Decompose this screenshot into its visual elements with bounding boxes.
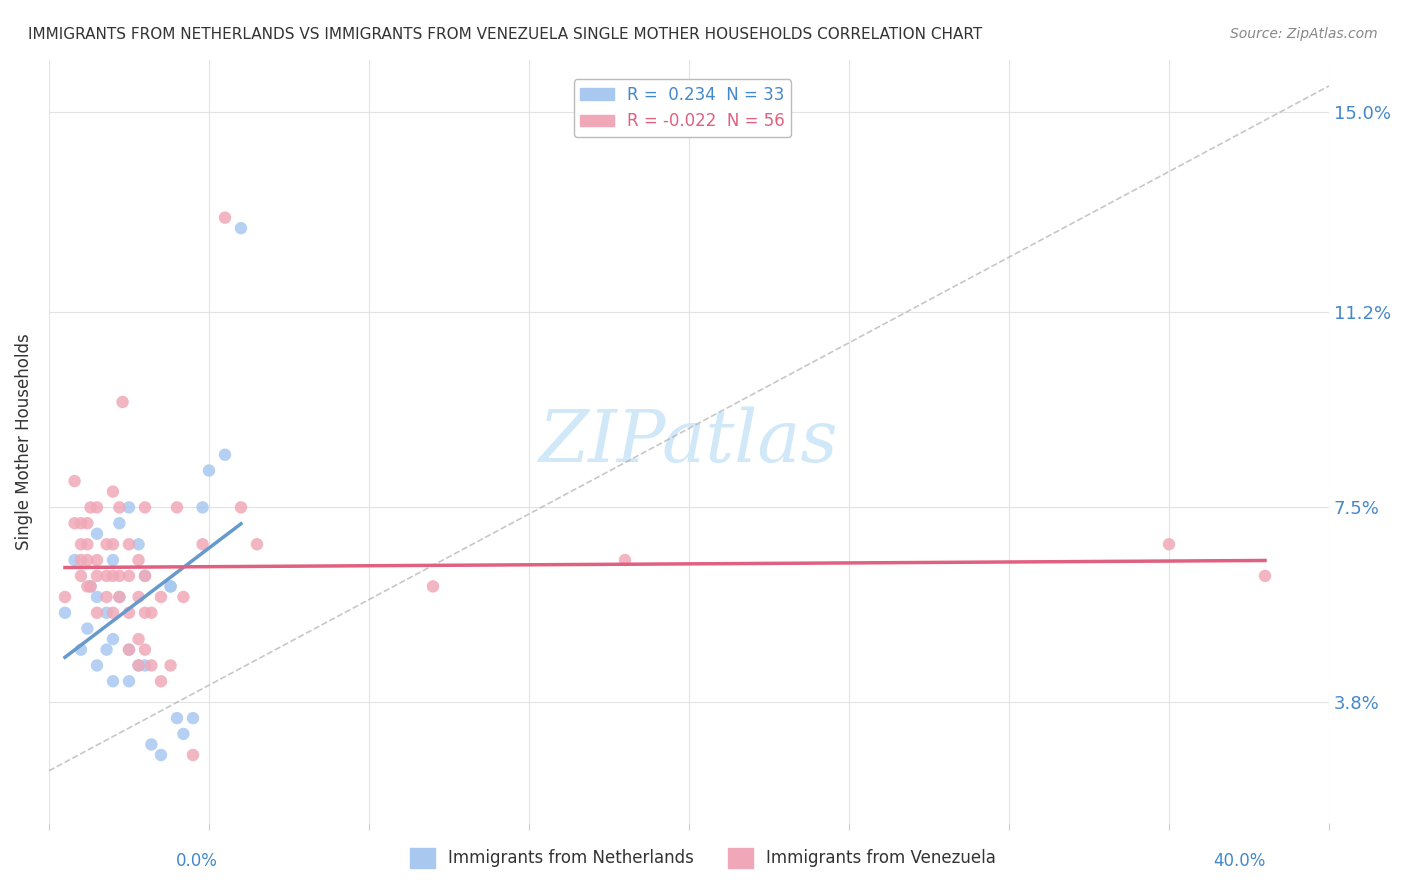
Point [149,674,172,689]
Point [166,711,188,725]
Point [86,569,108,583]
Point [134,658,156,673]
Point [96,569,118,583]
Point [108,569,131,583]
Point [191,537,214,551]
Point [128,537,150,551]
Point [86,590,108,604]
Point [70,516,93,531]
Point [101,674,124,689]
Point [172,590,194,604]
Point [108,516,131,531]
Point [76,622,98,636]
Point [1157,537,1180,551]
Point [118,606,141,620]
Point [159,579,181,593]
Point [53,606,76,620]
Point [134,642,156,657]
Point [96,606,118,620]
Point [76,553,98,567]
Point [118,537,141,551]
Point [101,569,124,583]
Text: ZIPatlas: ZIPatlas [538,406,839,477]
Y-axis label: Single Mother Households: Single Mother Households [15,334,32,549]
Point [76,579,98,593]
Point [128,658,150,673]
Point [101,537,124,551]
Point [101,484,124,499]
Point [149,747,172,762]
Point [63,553,86,567]
Point [181,747,204,762]
Point [181,711,204,725]
Point [159,658,181,673]
Point [70,553,93,567]
Point [1254,569,1277,583]
Point [101,606,124,620]
Point [118,642,141,657]
Point [108,500,131,515]
Point [70,642,93,657]
Text: Source: ZipAtlas.com: Source: ZipAtlas.com [1230,27,1378,41]
Point [149,590,172,604]
Point [70,537,93,551]
Point [63,516,86,531]
Text: 40.0%: 40.0% [1213,852,1265,870]
Point [79,500,101,515]
Point [141,658,163,673]
Point [79,579,101,593]
Point [134,500,156,515]
Point [86,606,108,620]
Legend: Immigrants from Netherlands, Immigrants from Venezuela: Immigrants from Netherlands, Immigrants … [404,841,1002,875]
Point [172,727,194,741]
Point [128,590,150,604]
Point [246,537,269,551]
Point [118,674,141,689]
Point [134,569,156,583]
Point [159,579,181,593]
Point [141,738,163,752]
Point [614,553,637,567]
Point [214,448,236,462]
Point [86,500,108,515]
Point [101,632,124,646]
Point [53,590,76,604]
Point [96,590,118,604]
Legend: R =  0.234  N = 33, R = -0.022  N = 56: R = 0.234 N = 33, R = -0.022 N = 56 [574,79,792,137]
Point [214,211,236,225]
Point [198,463,221,477]
Text: IMMIGRANTS FROM NETHERLANDS VS IMMIGRANTS FROM VENEZUELA SINGLE MOTHER HOUSEHOLD: IMMIGRANTS FROM NETHERLANDS VS IMMIGRANT… [28,27,983,42]
Point [191,500,214,515]
Point [128,553,150,567]
Point [70,569,93,583]
Point [134,606,156,620]
Point [63,474,86,488]
Point [96,642,118,657]
Point [422,579,444,593]
Point [111,395,134,409]
Point [79,579,101,593]
Point [76,516,98,531]
Point [96,537,118,551]
Point [76,537,98,551]
Point [229,221,252,235]
Point [86,658,108,673]
Point [229,500,252,515]
Point [128,632,150,646]
Text: 0.0%: 0.0% [176,852,218,870]
Point [118,569,141,583]
Point [128,658,150,673]
Point [108,590,131,604]
Point [101,553,124,567]
Point [118,500,141,515]
Point [108,590,131,604]
Point [134,569,156,583]
Point [86,553,108,567]
Point [86,526,108,541]
Point [118,642,141,657]
Point [141,606,163,620]
Point [166,500,188,515]
